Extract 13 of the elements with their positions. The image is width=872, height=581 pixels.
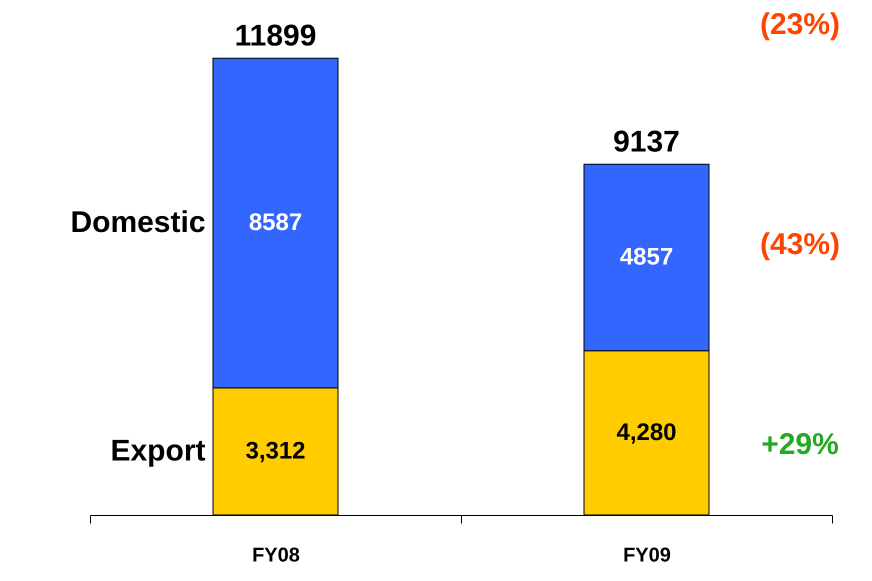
data-label: 4857	[620, 244, 674, 270]
series-label: Export	[110, 434, 206, 468]
text: (23%)	[760, 8, 840, 41]
x-tick-label: FY09	[623, 544, 671, 566]
x-tick-label: FY08	[252, 544, 300, 566]
series-label: Domestic	[70, 206, 206, 240]
total-label: 11899	[234, 19, 316, 52]
annotation: (43%)	[760, 228, 840, 261]
data-label: 4,280	[616, 418, 677, 446]
annotation: +29%	[761, 428, 839, 461]
total-label: 9137	[613, 125, 680, 158]
data-label: 3,312	[245, 437, 306, 464]
data-label: 8587	[248, 209, 302, 236]
